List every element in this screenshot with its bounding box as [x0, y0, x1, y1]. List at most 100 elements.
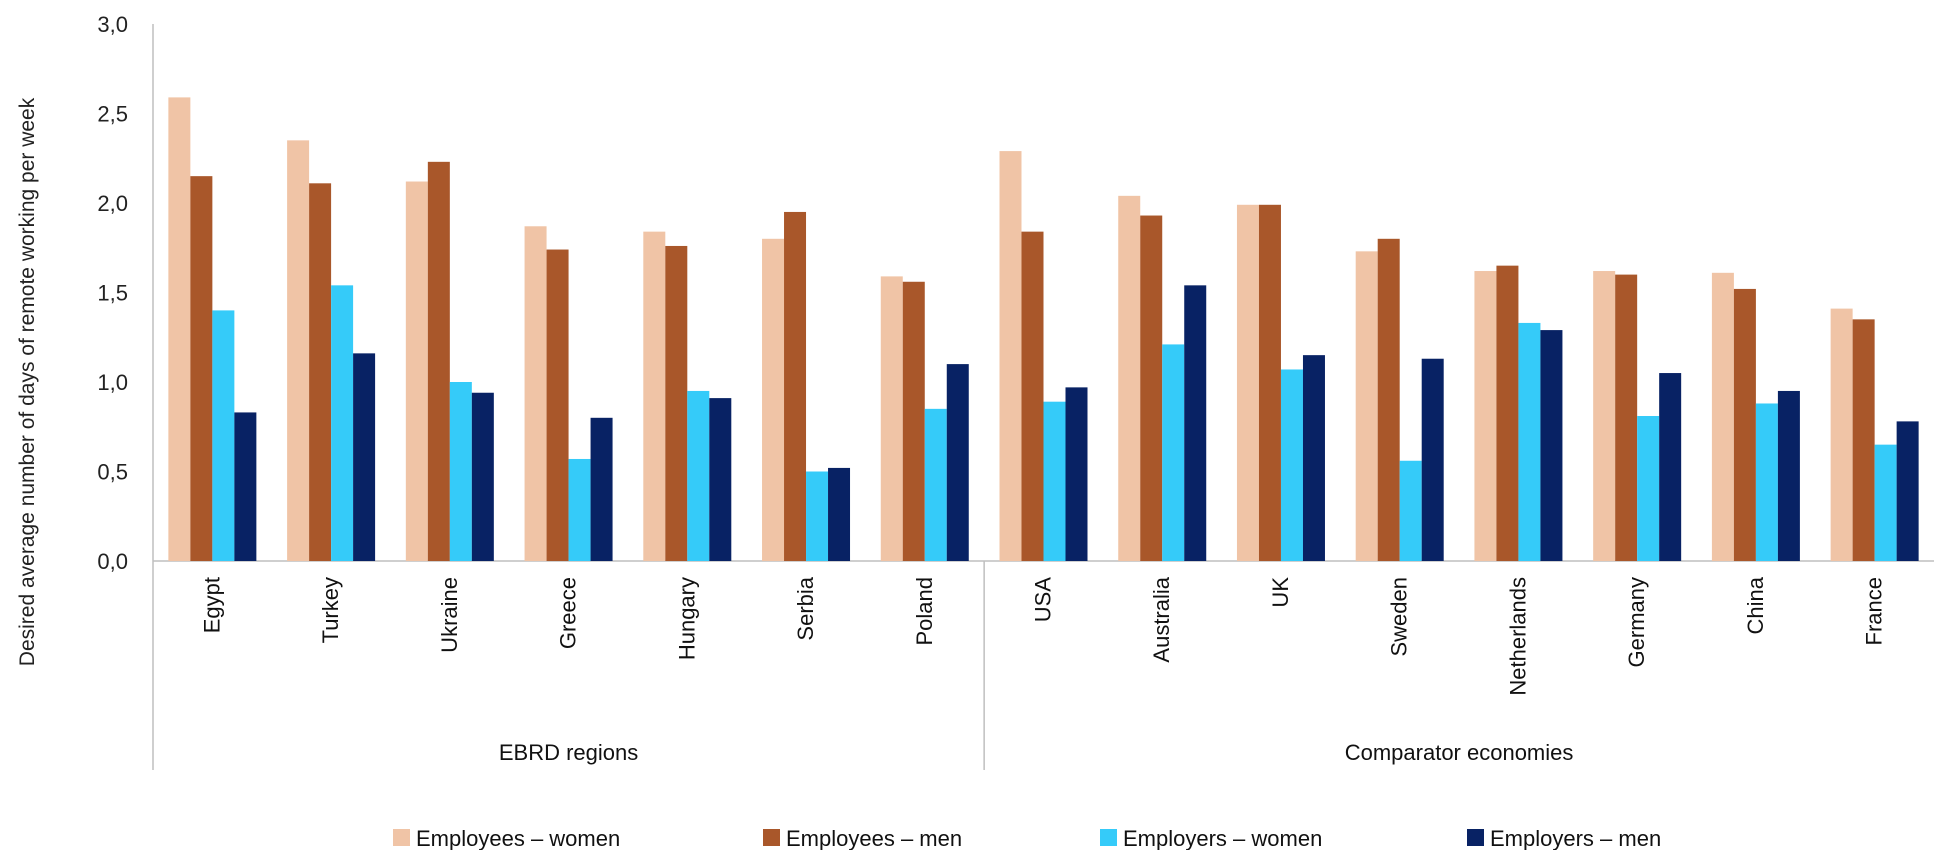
y-tick-label: 1,5 [97, 281, 128, 306]
bar [1496, 265, 1519, 561]
category-label: Greece [556, 577, 581, 649]
bar [1258, 204, 1281, 562]
bar [1184, 285, 1207, 561]
bar [309, 183, 332, 561]
category-label: Turkey [318, 577, 343, 643]
category-label: Hungary [674, 577, 699, 660]
category-label: Egypt [199, 577, 224, 633]
bar [1236, 204, 1259, 562]
category-label: Australia [1149, 576, 1174, 662]
bar [1399, 460, 1422, 561]
bar [1474, 271, 1497, 561]
bar [902, 281, 925, 561]
y-tick-label: 1,0 [97, 370, 128, 395]
bar [643, 231, 666, 561]
category-label: UK [1268, 577, 1293, 608]
bar [1896, 421, 1919, 561]
legend-swatch [1100, 829, 1117, 846]
y-tick-label: 3,0 [97, 12, 128, 37]
bar [1140, 215, 1163, 561]
legend-swatch [763, 829, 780, 846]
bar [784, 211, 807, 561]
y-tick-label: 2,5 [97, 102, 128, 127]
bar [168, 97, 191, 561]
bar [762, 238, 785, 562]
legend-swatch [1467, 829, 1484, 846]
bar [946, 364, 969, 561]
group-label: EBRD regions [499, 740, 638, 765]
bar [1615, 274, 1638, 561]
bars [168, 97, 1919, 562]
bar [1755, 403, 1778, 561]
bar [999, 151, 1022, 561]
bar [1355, 251, 1378, 561]
y-tick-label: 2,0 [97, 191, 128, 216]
legend-swatch [393, 829, 410, 846]
bar [1302, 355, 1325, 561]
bar [546, 249, 569, 562]
bar [665, 245, 688, 561]
bar [1593, 271, 1616, 561]
bar [1711, 272, 1734, 561]
category-label: Netherlands [1505, 577, 1530, 696]
bar [1852, 319, 1875, 561]
bar [1777, 390, 1800, 561]
category-label: Germany [1624, 577, 1649, 667]
category-label: Sweden [1387, 577, 1412, 657]
bar [331, 285, 354, 561]
legend-label: Employers – men [1490, 826, 1661, 850]
bar [287, 140, 310, 561]
bar [1043, 401, 1066, 561]
category-label: France [1862, 577, 1887, 645]
bar [427, 161, 450, 561]
bar [449, 382, 472, 561]
bar [353, 353, 376, 561]
bar [524, 226, 547, 561]
legend-label: Employers – women [1123, 826, 1322, 850]
legend-label: Employees – women [416, 826, 620, 850]
y-tick-label: 0,0 [97, 549, 128, 574]
legend: Employees – women Employees – men Employer… [393, 826, 1661, 850]
bar [1874, 444, 1897, 561]
bar [880, 276, 903, 561]
bar [1637, 416, 1660, 561]
bar [1518, 322, 1541, 561]
y-tick-labels: 0,0 0,5 1,0 1,5 2,0 2,5 3,0 [97, 12, 128, 574]
legend-label: Employees – men [786, 826, 962, 850]
group-label: Comparator economies [1345, 740, 1574, 765]
category-labels: Egypt Turkey Ukraine Greece Hungary Serbia Pol… [199, 576, 1886, 695]
bar [190, 176, 213, 561]
bar [1162, 344, 1185, 561]
bar [1021, 231, 1044, 561]
bar [1733, 288, 1756, 561]
bar [709, 398, 732, 561]
bar [590, 417, 613, 561]
bar [806, 471, 829, 561]
bar [1280, 369, 1303, 561]
bar [1118, 195, 1141, 561]
bar [828, 467, 851, 561]
category-label: Ukraine [437, 577, 462, 653]
bar [1377, 238, 1400, 562]
bar [568, 458, 591, 561]
group-labels: EBRD regions Comparator economies [152, 561, 1574, 770]
bar [471, 392, 494, 561]
category-label: China [1743, 576, 1768, 634]
bar [234, 412, 257, 561]
bar [687, 390, 710, 561]
bar [1421, 358, 1444, 561]
bar [212, 310, 235, 561]
bar [405, 181, 428, 561]
category-label: USA [1031, 577, 1056, 623]
bar [1659, 373, 1682, 561]
y-axis-label: Desired average number of days of remote… [16, 97, 39, 666]
bar [924, 408, 947, 561]
category-label: Poland [912, 577, 937, 646]
category-label: Serbia [793, 576, 818, 640]
bar [1540, 330, 1563, 561]
bar [1830, 308, 1853, 561]
y-tick-label: 0,5 [97, 460, 128, 485]
bar [1065, 387, 1088, 561]
